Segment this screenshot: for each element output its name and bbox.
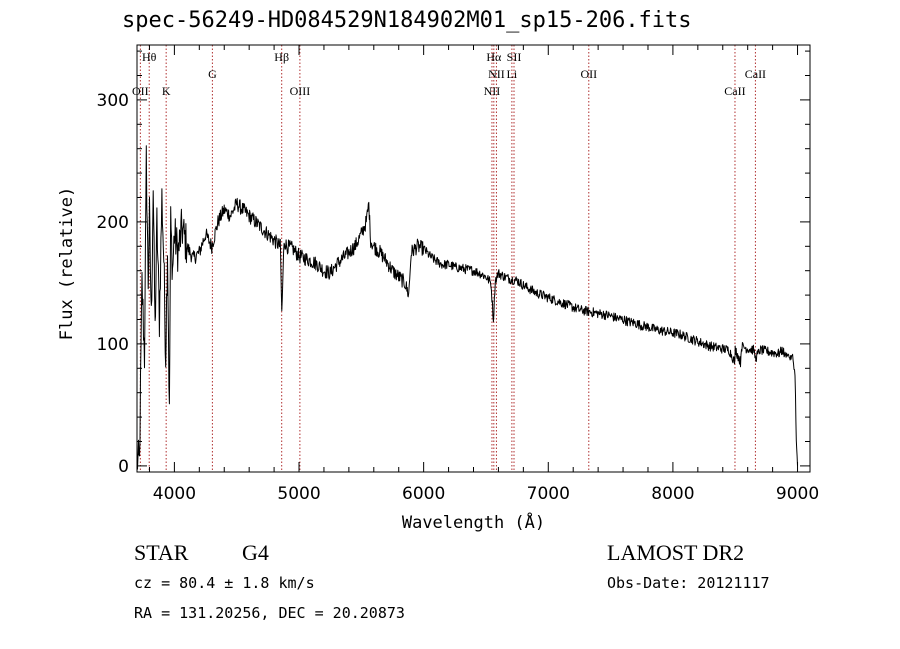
line-marker-label: Li bbox=[507, 67, 518, 81]
x-tick-label: 9000 bbox=[776, 484, 819, 504]
y-axis-ticks: 0 100 200 300 bbox=[97, 50, 810, 477]
plot-frame bbox=[136, 44, 811, 473]
coordinates: RA = 131.20256, DEC = 20.20873 bbox=[134, 604, 405, 622]
line-marker-label: OIII bbox=[290, 84, 311, 98]
x-tick-label: 4000 bbox=[153, 484, 196, 504]
x-tick-label: 5000 bbox=[277, 484, 320, 504]
chart-title: spec-56249-HD084529N184902M01_sp15-206.f… bbox=[122, 8, 692, 33]
y-axis-label: Flux (relative) bbox=[57, 187, 77, 341]
obs-date: Obs-Date: 20121117 bbox=[607, 574, 770, 592]
y-tick-label: 200 bbox=[97, 213, 129, 233]
x-tick-label: 8000 bbox=[651, 484, 694, 504]
x-axis-label: Wavelength (Å) bbox=[402, 511, 545, 533]
y-tick-label: 0 bbox=[118, 457, 129, 477]
line-marker-label: Hα bbox=[486, 50, 502, 64]
line-marker-label: CaII bbox=[724, 84, 745, 98]
x-tick-label: 6000 bbox=[402, 484, 445, 504]
line-marker-label: OII bbox=[580, 67, 597, 81]
line-marker-label: OII bbox=[132, 84, 149, 98]
object-subclass: G4 bbox=[242, 540, 269, 565]
line-marker-label: NII bbox=[484, 84, 501, 98]
line-marker-label: K bbox=[162, 84, 171, 98]
line-markers bbox=[139, 45, 756, 472]
y-tick-label: 300 bbox=[97, 91, 129, 111]
x-axis-ticks: 4000 5000 6000 7000 8000 9000 bbox=[148, 45, 819, 504]
redshift-text: cz = 80.4 ± 1.8 km/s bbox=[134, 574, 315, 592]
line-marker-label: Hβ bbox=[274, 50, 289, 64]
survey-name: LAMOST DR2 bbox=[607, 540, 745, 565]
object-class: STAR bbox=[134, 540, 189, 565]
spectrum-line bbox=[136, 145, 798, 470]
x-tick-label: 7000 bbox=[527, 484, 570, 504]
y-tick-label: 100 bbox=[97, 335, 129, 355]
line-marker-label: SII bbox=[507, 50, 522, 64]
line-marker-label: CaII bbox=[745, 67, 766, 81]
line-marker-label: NII bbox=[488, 67, 505, 81]
line-marker-label: Hθ bbox=[142, 50, 157, 64]
line-marker-label: G bbox=[208, 67, 217, 81]
